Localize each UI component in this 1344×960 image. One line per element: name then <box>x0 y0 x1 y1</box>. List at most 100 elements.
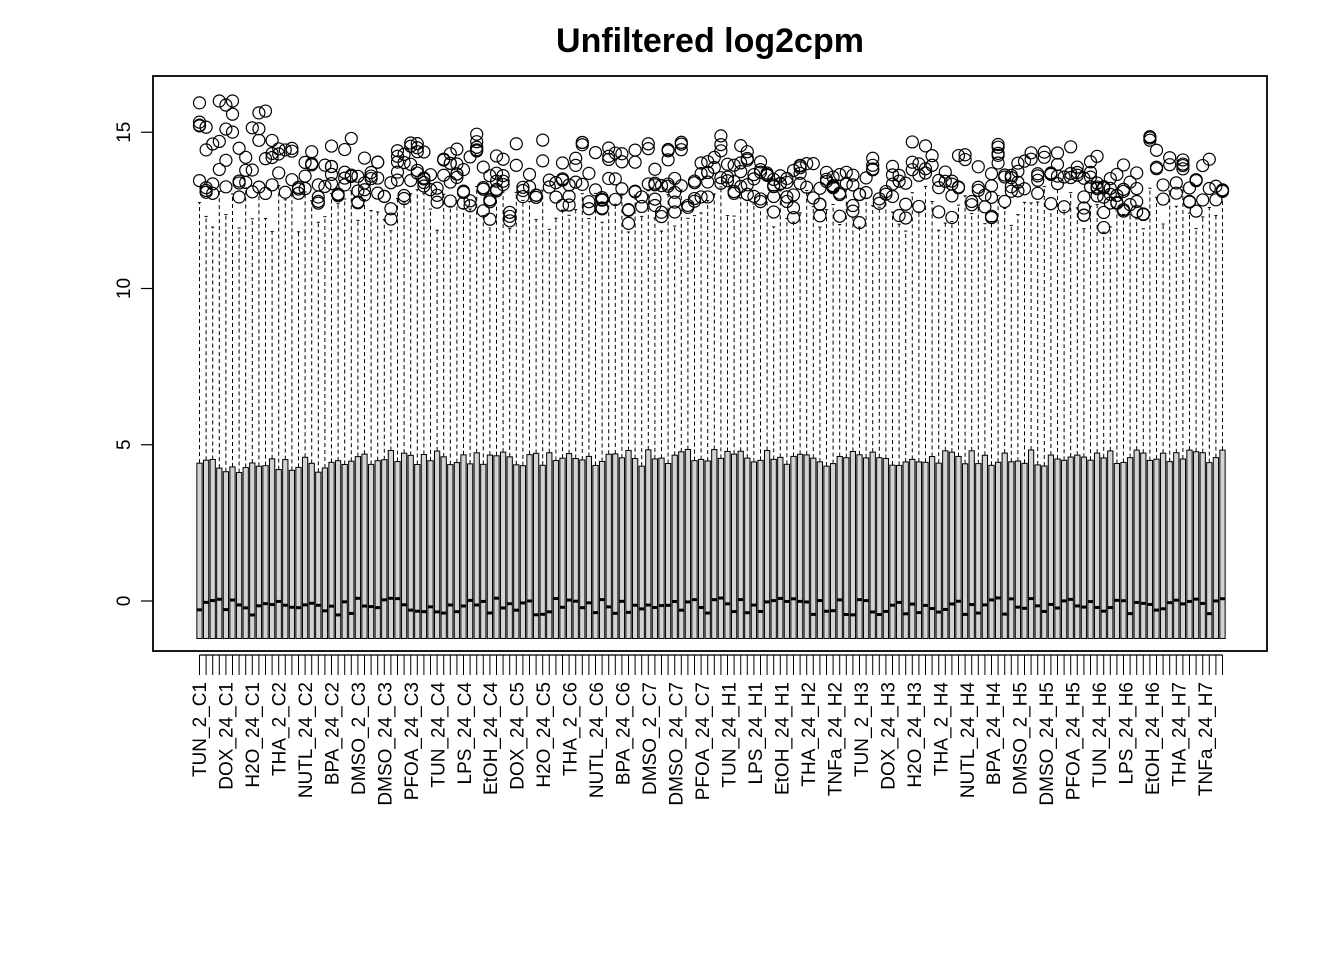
x-tick-label: TNFa_24_H7 <box>1196 682 1217 796</box>
iqr-box <box>288 469 296 640</box>
sample-box <box>552 217 560 639</box>
iqr-box <box>519 465 527 639</box>
iqr-box <box>810 457 817 639</box>
iqr-box <box>770 458 777 639</box>
sample-box <box>691 215 698 639</box>
x-tick-label: THA_2_C2 <box>269 682 290 776</box>
sample-box <box>301 191 309 639</box>
outlier-point <box>635 199 649 214</box>
outlier-point <box>555 198 570 212</box>
sample-box <box>262 218 269 640</box>
outlier-point <box>324 167 339 182</box>
outlier-point <box>450 142 464 156</box>
outlier-point <box>694 167 708 181</box>
sample-box <box>658 230 665 639</box>
outlier-point <box>357 188 372 202</box>
outlier-point <box>344 131 358 146</box>
sample-box <box>229 193 236 639</box>
outlier-point <box>265 133 279 148</box>
outlier-point <box>1011 184 1025 198</box>
outlier-point <box>199 120 213 134</box>
iqr-box <box>823 465 830 639</box>
iqr-box <box>559 457 566 640</box>
outlier-point <box>489 149 504 163</box>
outlier-point <box>905 155 919 169</box>
sample-box <box>961 195 969 639</box>
outlier-point <box>1090 176 1104 190</box>
outlier-point <box>872 192 886 206</box>
outlier-point <box>833 209 847 223</box>
x-tick-label: H2O_24_C1 <box>243 682 264 788</box>
outlier-point <box>252 122 266 136</box>
outlier-point <box>971 180 985 194</box>
sample-box <box>519 199 527 639</box>
outlier-point <box>225 107 240 121</box>
sample-box <box>955 204 962 639</box>
sample-box <box>559 209 566 640</box>
outlier-point <box>1017 154 1032 168</box>
outlier-point <box>918 162 933 176</box>
sample-box <box>902 230 909 639</box>
outlier-point <box>1017 182 1032 196</box>
outlier-point <box>1004 180 1018 194</box>
iqr-box <box>651 458 659 639</box>
sample-box <box>381 219 388 640</box>
sample-box <box>546 228 553 639</box>
outlier-point <box>654 178 669 193</box>
outlier-point <box>351 184 365 198</box>
iqr-box <box>803 454 810 639</box>
iqr-box <box>249 462 256 639</box>
outlier-point <box>252 180 266 194</box>
outlier-point <box>833 167 847 182</box>
iqr-box <box>862 457 870 639</box>
iqr-box <box>552 460 560 639</box>
iqr-box <box>724 450 731 639</box>
sample-box <box>942 222 949 639</box>
outlier-point <box>813 181 827 195</box>
sample-box <box>869 205 876 639</box>
x-tick-label: DMSO_2_C3 <box>349 682 370 795</box>
outlier-point <box>621 203 636 217</box>
outlier-point <box>562 198 576 212</box>
iqr-box <box>829 463 837 639</box>
iqr-box <box>605 453 612 639</box>
sample-box <box>909 192 916 639</box>
outlier-point <box>1083 165 1098 179</box>
sample-box <box>202 215 210 640</box>
sample-box <box>321 216 329 639</box>
outlier-point <box>615 182 629 196</box>
outlier-point <box>272 166 286 180</box>
iqr-box <box>407 454 414 639</box>
iqr-box <box>440 456 447 639</box>
outlier-point <box>437 168 451 182</box>
outlier-point <box>925 158 939 172</box>
x-tick-label: THA_2_C6 <box>561 682 582 776</box>
sample-box <box>387 230 395 640</box>
outlier-point <box>430 195 444 209</box>
outlier-point <box>945 177 959 191</box>
sample-box <box>367 210 375 639</box>
iqr-box <box>374 460 381 639</box>
iqr-box <box>328 461 335 639</box>
outlier-point <box>450 170 464 184</box>
outlier-point <box>503 214 517 228</box>
iqr-box <box>433 450 441 639</box>
sample-box <box>783 217 791 640</box>
outlier-point <box>918 166 933 180</box>
outlier-point <box>707 150 721 165</box>
iqr-box <box>262 465 269 640</box>
outlier-point <box>357 151 372 165</box>
iqr-box <box>1008 461 1015 639</box>
outlier-point <box>1037 150 1051 164</box>
outlier-point <box>879 184 893 199</box>
outlier-point <box>1116 184 1131 198</box>
sample-box <box>1126 214 1134 639</box>
outlier-point <box>516 180 530 194</box>
outlier-point <box>984 179 999 193</box>
sample-box <box>433 229 441 639</box>
sample-box <box>361 199 368 639</box>
sample-box <box>678 189 685 639</box>
outlier-point <box>384 212 398 226</box>
iqr-box <box>889 464 896 640</box>
outlier-point <box>311 178 325 192</box>
